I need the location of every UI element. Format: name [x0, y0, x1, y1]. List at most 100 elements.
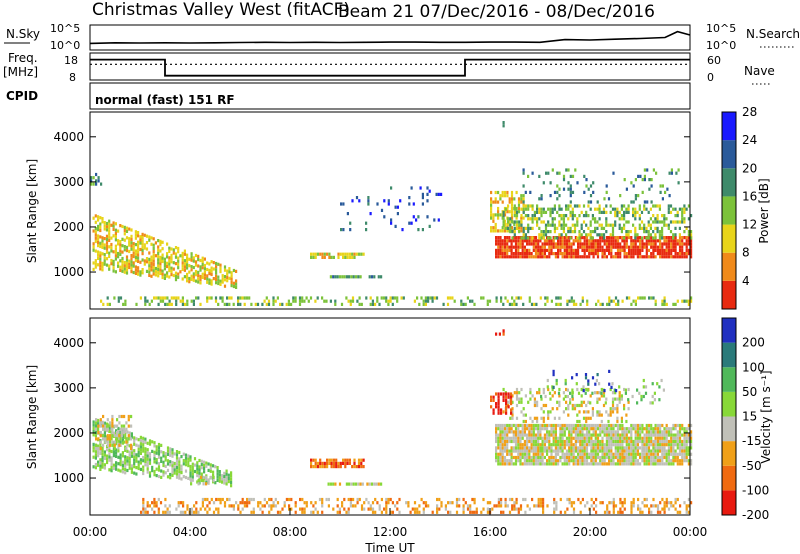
velocity-cell: [499, 436, 502, 440]
velocity-cell: [503, 443, 507, 447]
velocity-cell: [644, 391, 648, 395]
power-cell: [99, 235, 102, 239]
velocity-cell: [583, 446, 586, 450]
power-cell: [433, 218, 436, 222]
velocity-cell: [650, 423, 653, 428]
velocity-cell: [621, 459, 624, 463]
power-cell: [99, 216, 102, 220]
power-cell: [609, 204, 612, 208]
power-cell: [652, 239, 655, 243]
velocity-cell: [281, 507, 284, 511]
velocity-cell: [678, 459, 682, 463]
power-cell: [598, 223, 601, 227]
power-cell: [665, 252, 668, 256]
power-cell: [210, 260, 213, 264]
velocity-cell: [605, 423, 608, 428]
power-cell: [179, 299, 182, 303]
velocity-cell: [595, 510, 598, 514]
power-cell: [186, 260, 189, 264]
power-cell: [690, 299, 693, 303]
velocity-cell: [221, 477, 224, 481]
velocity-cell: [162, 510, 165, 514]
power-cell: [581, 245, 584, 249]
power-cell: [105, 241, 109, 245]
power-cell: [585, 210, 588, 214]
velocity-cell: [590, 427, 593, 431]
velocity-cell: [623, 403, 626, 408]
power-cell: [623, 223, 626, 227]
velocity-cell: [679, 510, 682, 514]
power-cell: [492, 200, 495, 204]
power-cell: [534, 252, 538, 256]
velocity-cell: [538, 387, 541, 392]
velocity-cell: [510, 462, 513, 466]
power-cell: [422, 299, 425, 303]
power-cell: [130, 263, 133, 267]
velocity-cell: [157, 497, 160, 502]
velocity-cell: [92, 442, 95, 446]
power-cell: [612, 236, 615, 240]
power-cell: [590, 248, 593, 252]
power-cell: [619, 194, 622, 198]
power-cell: [587, 233, 590, 237]
power-cell: [577, 242, 580, 246]
power-cell: [522, 216, 525, 220]
velocity-cell: [436, 497, 439, 502]
velocity-cell: [523, 449, 526, 453]
power-cell: [610, 242, 613, 246]
velocity-cell: [656, 446, 659, 450]
velocity-cell: [572, 459, 575, 463]
power-cell: [312, 255, 315, 259]
velocity-cell: [667, 455, 670, 460]
velocity-cell: [683, 443, 686, 447]
power-cell: [341, 275, 344, 279]
velocity-cell: [652, 459, 655, 463]
velocity-cell: [102, 443, 105, 447]
velocity-cell: [436, 507, 439, 511]
power-cell: [605, 184, 608, 188]
power-cell: [614, 242, 617, 246]
power-cell: [539, 296, 542, 300]
power-cell: [530, 242, 533, 246]
velocity-cell: [530, 455, 533, 460]
velocity-cell: [526, 459, 529, 463]
power-cell: [536, 223, 539, 227]
velocity-cell: [248, 497, 251, 502]
power-cell: [558, 204, 561, 208]
velocity-cell: [108, 429, 111, 433]
power-cell: [553, 217, 556, 221]
velocity-cell: [517, 423, 520, 428]
velocity-cell: [543, 439, 546, 444]
velocity-cell: [506, 452, 509, 456]
velocity-cell: [663, 462, 666, 466]
velocity-cell: [586, 501, 589, 505]
power-cell: [612, 171, 615, 175]
velocity-cell: [601, 427, 604, 431]
power-cell: [583, 255, 586, 259]
velocity-cell: [221, 497, 224, 502]
power-cell: [667, 252, 670, 256]
velocity-cell: [109, 434, 112, 438]
power-cell: [683, 204, 686, 208]
velocity-cell: [681, 452, 684, 456]
power-cell: [137, 266, 140, 270]
power-cell: [550, 239, 553, 243]
power-cell: [499, 229, 502, 233]
power-cell: [514, 236, 518, 240]
power-cell: [181, 264, 184, 268]
power-cell: [509, 217, 512, 221]
power-cell: [190, 277, 193, 281]
velocity-cell: [672, 423, 675, 428]
velocity-cell: [601, 443, 604, 447]
power-cell: [99, 222, 102, 226]
velocity-cell: [303, 507, 306, 511]
power-cell: [139, 260, 142, 264]
power-cell: [634, 210, 637, 214]
velocity-cell: [200, 459, 203, 463]
velocity-cell: [180, 467, 183, 471]
power-cell: [583, 245, 586, 249]
power-cell: [150, 274, 153, 278]
power-cell: [99, 225, 102, 229]
power-cell: [495, 299, 498, 303]
